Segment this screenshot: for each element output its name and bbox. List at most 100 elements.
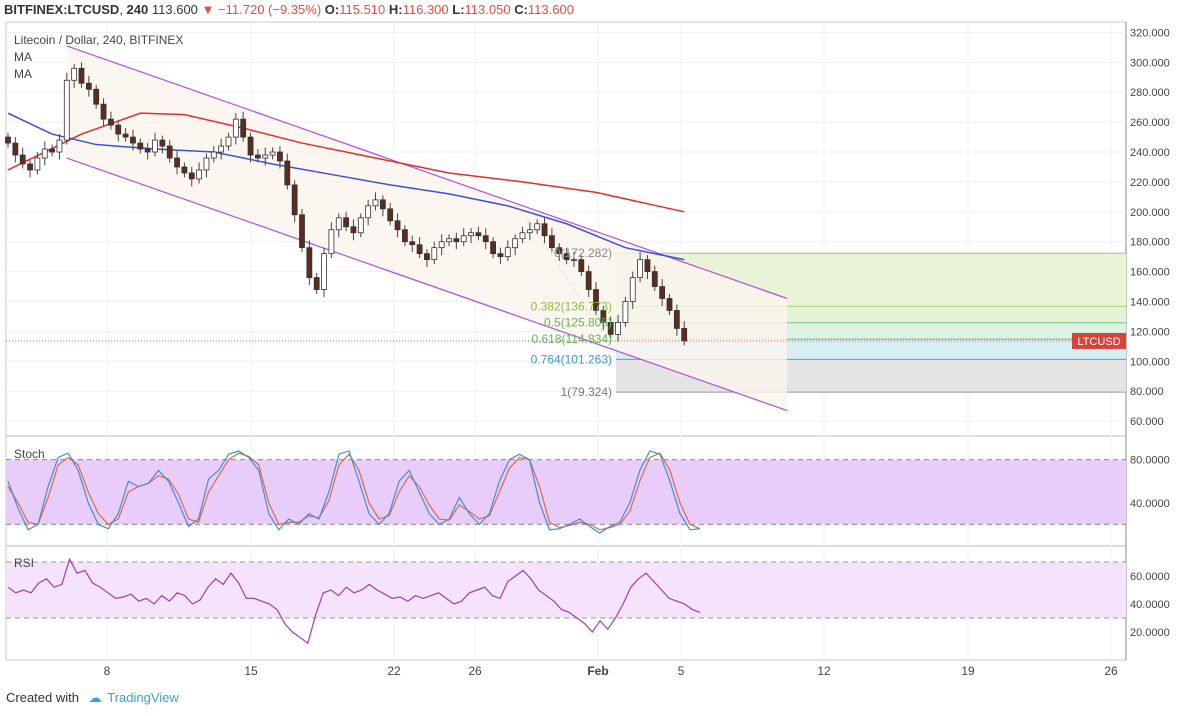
close-label: C: (514, 2, 528, 17)
x-tick-label: 22 (387, 664, 401, 678)
candle-body (269, 151, 276, 156)
candle-body (321, 253, 327, 290)
candle-body (563, 253, 570, 261)
candle-body (644, 259, 651, 272)
channel-line (66, 157, 788, 412)
candle-body (277, 151, 283, 162)
footer: Created with ☁ TradingView (0, 686, 1184, 716)
candle-body (335, 217, 342, 231)
x-tick-label: 5 (678, 664, 685, 678)
candle-body (534, 223, 541, 231)
x-tick-label: 8 (104, 664, 111, 678)
candle-body (438, 241, 445, 249)
candle-body (666, 298, 673, 311)
candle-body (475, 232, 482, 237)
interval-label[interactable]: 240 (126, 2, 149, 17)
stoch-y-tick: 40.0000 (1130, 498, 1170, 510)
candle-body (284, 160, 291, 186)
candle-body (137, 142, 144, 150)
legend-ma-2: MA (14, 67, 32, 81)
candle-body (526, 229, 533, 234)
symbol-header: BITFINEX:LTCUSD, 240 113.600 ▼ −11.720 (… (4, 2, 574, 17)
candle-body (637, 259, 643, 278)
rsi-y-tick: 20.0000 (1130, 627, 1170, 639)
candle-body (357, 217, 364, 234)
open-value: 115.510 (339, 2, 386, 17)
stoch-band (6, 459, 1126, 525)
tradingview-link[interactable]: TradingView (107, 690, 179, 705)
y-tick-label: 200.000 (1130, 207, 1170, 219)
candle-body (622, 301, 629, 323)
candle-body (431, 247, 438, 261)
y-tick-label: 220.000 (1130, 177, 1170, 189)
candle-body (188, 172, 195, 180)
candle-body (578, 259, 585, 272)
low-value: 113.050 (464, 2, 511, 17)
y-tick-label: 140.000 (1130, 296, 1170, 308)
last-price-tag (1072, 332, 1126, 349)
candle-body (254, 154, 261, 159)
candle-body (629, 277, 636, 302)
candle-body (56, 139, 63, 153)
candle-body (49, 148, 55, 153)
candle-body (600, 310, 607, 323)
candle-body (27, 163, 33, 171)
candle-body (225, 136, 232, 147)
candle-body (166, 145, 173, 159)
y-tick-label: 180.000 (1130, 237, 1170, 249)
candle-body (416, 244, 423, 255)
candle-body (203, 157, 210, 171)
candle-body (387, 208, 394, 222)
candle-body (218, 145, 225, 153)
open-label: O: (324, 2, 340, 17)
candle-body (401, 229, 408, 243)
rsi-y-tick: 40.0000 (1130, 599, 1170, 611)
candle-body (372, 199, 379, 207)
rsi-band (6, 562, 1126, 618)
stoch-label: Stoch (14, 447, 45, 461)
candle-body (5, 136, 11, 144)
candle-body (571, 259, 577, 262)
candle-body (12, 142, 19, 156)
candle-body (453, 238, 460, 243)
y-tick-label: 320.000 (1130, 27, 1170, 39)
x-tick-label: Feb (587, 664, 608, 678)
candle-body (541, 223, 548, 237)
candle-body (593, 289, 599, 311)
high-value: 116.300 (402, 2, 449, 17)
x-tick-label: 26 (468, 664, 482, 678)
candle-body (343, 217, 350, 228)
y-tick-label: 100.000 (1130, 356, 1170, 368)
ma-slow-line (7, 112, 685, 213)
candle-body (232, 118, 239, 138)
y-tick-label: 260.000 (1130, 117, 1170, 129)
candle-body (460, 235, 467, 243)
candle-body (394, 220, 401, 231)
legend-ma-1: MA (14, 50, 32, 64)
fib-level-label: 0.764(101.263) (531, 352, 612, 366)
down-arrow-icon: ▼ (201, 2, 215, 17)
candle-body (482, 235, 489, 243)
candle-body (556, 247, 563, 255)
candle-body (446, 238, 452, 243)
candle-body (350, 226, 357, 234)
rsi-label: RSI (14, 556, 34, 570)
candle-body (71, 67, 78, 81)
candle-body (41, 148, 48, 159)
y-tick-label: 280.000 (1130, 87, 1170, 99)
candle-body (497, 253, 504, 258)
candle-body (144, 148, 151, 153)
symbol-name[interactable]: BITFINEX:LTCUSD (4, 2, 120, 17)
chart-canvas[interactable]: 0(172.282) 0.382(136.773) 0.5(125.805) 0.61… (0, 0, 1184, 686)
candle-body (504, 247, 511, 258)
candle-body (512, 238, 519, 249)
tradingview-logo-icon[interactable]: ☁ (88, 690, 102, 705)
candle-body (306, 247, 313, 278)
y-tick-label: 300.000 (1130, 57, 1170, 69)
candle-body (108, 118, 114, 126)
candle-body (291, 184, 298, 216)
legend-title: Litecoin / Dollar, 240, BITFINEX (14, 33, 183, 47)
candle-body (615, 322, 621, 335)
fib-level-label: 0.5(125.805) (544, 316, 612, 330)
candle-body (585, 271, 592, 290)
